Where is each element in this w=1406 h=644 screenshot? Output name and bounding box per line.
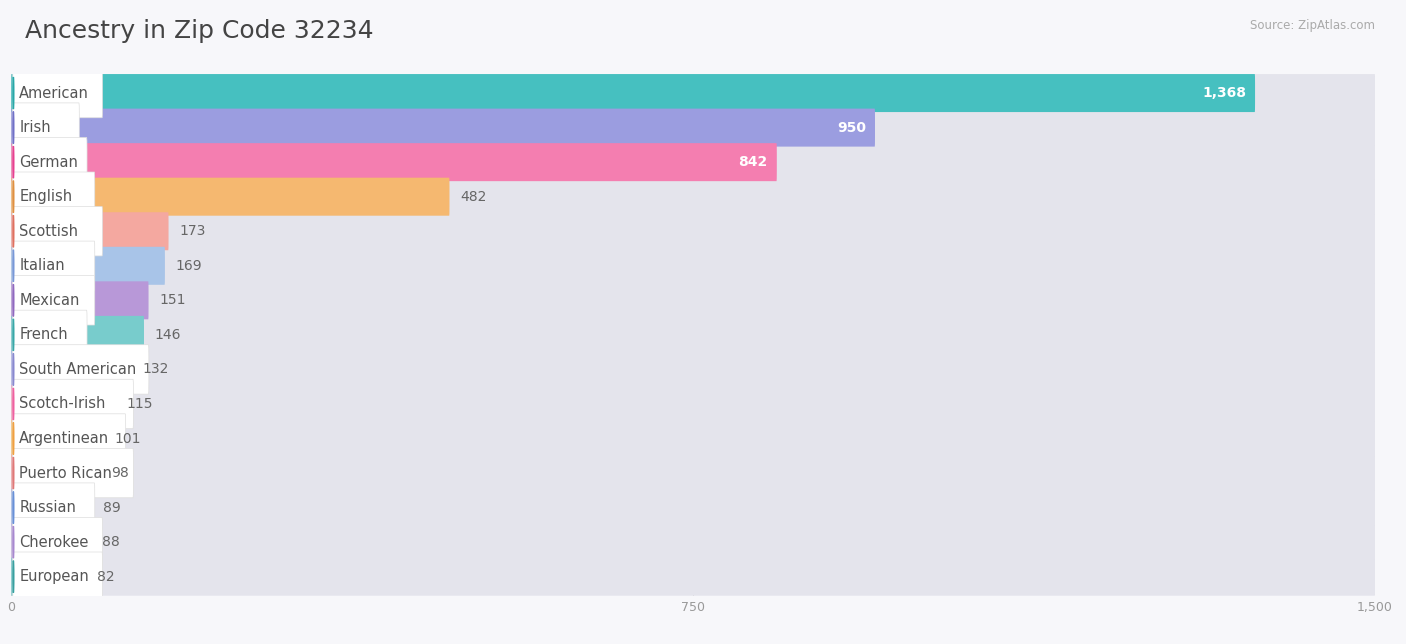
FancyBboxPatch shape bbox=[11, 489, 1375, 527]
Text: English: English bbox=[20, 189, 72, 204]
FancyBboxPatch shape bbox=[11, 213, 1375, 251]
FancyBboxPatch shape bbox=[11, 419, 1375, 457]
Text: American: American bbox=[20, 86, 89, 100]
FancyBboxPatch shape bbox=[13, 483, 94, 533]
FancyBboxPatch shape bbox=[11, 454, 100, 492]
Text: Scottish: Scottish bbox=[20, 223, 79, 239]
Text: 169: 169 bbox=[176, 259, 202, 273]
Text: Italian: Italian bbox=[20, 258, 65, 273]
FancyBboxPatch shape bbox=[11, 489, 93, 527]
Text: Source: ZipAtlas.com: Source: ZipAtlas.com bbox=[1250, 19, 1375, 32]
FancyBboxPatch shape bbox=[11, 247, 165, 285]
Text: 88: 88 bbox=[103, 535, 120, 549]
FancyBboxPatch shape bbox=[13, 241, 94, 290]
FancyBboxPatch shape bbox=[11, 350, 131, 388]
Text: Argentinean: Argentinean bbox=[20, 431, 110, 446]
FancyBboxPatch shape bbox=[13, 172, 94, 222]
Text: 1,368: 1,368 bbox=[1202, 86, 1246, 100]
FancyBboxPatch shape bbox=[13, 518, 103, 567]
FancyBboxPatch shape bbox=[13, 207, 103, 256]
Text: Mexican: Mexican bbox=[20, 293, 80, 308]
FancyBboxPatch shape bbox=[11, 178, 1375, 216]
FancyBboxPatch shape bbox=[11, 213, 169, 251]
Text: German: German bbox=[20, 155, 79, 169]
Bar bbox=[11, 214, 1375, 249]
FancyBboxPatch shape bbox=[11, 316, 1375, 354]
FancyBboxPatch shape bbox=[11, 143, 776, 181]
FancyBboxPatch shape bbox=[11, 454, 1375, 492]
FancyBboxPatch shape bbox=[13, 68, 103, 118]
FancyBboxPatch shape bbox=[13, 276, 94, 325]
Text: 115: 115 bbox=[127, 397, 153, 411]
FancyBboxPatch shape bbox=[13, 345, 149, 394]
FancyBboxPatch shape bbox=[13, 103, 79, 153]
FancyBboxPatch shape bbox=[11, 109, 1375, 147]
Text: 842: 842 bbox=[738, 155, 768, 169]
FancyBboxPatch shape bbox=[11, 350, 1375, 388]
FancyBboxPatch shape bbox=[11, 385, 1375, 423]
Text: Irish: Irish bbox=[20, 120, 51, 135]
FancyBboxPatch shape bbox=[11, 558, 1375, 596]
Bar bbox=[11, 76, 1375, 110]
FancyBboxPatch shape bbox=[11, 558, 86, 596]
Text: 151: 151 bbox=[159, 293, 186, 307]
Bar bbox=[11, 560, 1375, 594]
Bar bbox=[11, 110, 1375, 145]
Text: French: French bbox=[20, 327, 67, 343]
FancyBboxPatch shape bbox=[13, 448, 134, 498]
Bar bbox=[11, 525, 1375, 560]
Bar bbox=[11, 456, 1375, 490]
FancyBboxPatch shape bbox=[11, 281, 1375, 319]
Text: Russian: Russian bbox=[20, 500, 76, 515]
Text: South American: South American bbox=[20, 362, 136, 377]
FancyBboxPatch shape bbox=[11, 419, 103, 457]
Bar bbox=[11, 317, 1375, 352]
FancyBboxPatch shape bbox=[11, 143, 1375, 181]
FancyBboxPatch shape bbox=[11, 247, 1375, 285]
FancyBboxPatch shape bbox=[11, 316, 143, 354]
Text: 101: 101 bbox=[114, 431, 141, 446]
Bar bbox=[11, 386, 1375, 421]
Text: Puerto Rican: Puerto Rican bbox=[20, 466, 112, 480]
Bar bbox=[11, 180, 1375, 214]
Text: Ancestry in Zip Code 32234: Ancestry in Zip Code 32234 bbox=[25, 19, 374, 43]
FancyBboxPatch shape bbox=[11, 74, 1256, 112]
Text: 146: 146 bbox=[155, 328, 181, 342]
Bar bbox=[11, 421, 1375, 456]
FancyBboxPatch shape bbox=[11, 178, 450, 216]
Text: Scotch-Irish: Scotch-Irish bbox=[20, 397, 105, 412]
Text: 950: 950 bbox=[837, 120, 866, 135]
FancyBboxPatch shape bbox=[13, 379, 134, 429]
Text: European: European bbox=[20, 569, 89, 584]
FancyBboxPatch shape bbox=[13, 414, 125, 463]
Text: Cherokee: Cherokee bbox=[20, 535, 89, 550]
Text: 132: 132 bbox=[142, 363, 169, 377]
FancyBboxPatch shape bbox=[13, 137, 87, 187]
Text: 82: 82 bbox=[97, 570, 114, 583]
Text: 173: 173 bbox=[180, 224, 205, 238]
FancyBboxPatch shape bbox=[11, 281, 149, 319]
FancyBboxPatch shape bbox=[11, 523, 91, 561]
FancyBboxPatch shape bbox=[11, 523, 1375, 561]
Text: 482: 482 bbox=[460, 190, 486, 204]
Text: 98: 98 bbox=[111, 466, 129, 480]
FancyBboxPatch shape bbox=[13, 552, 103, 601]
Bar bbox=[11, 249, 1375, 283]
Text: 89: 89 bbox=[103, 500, 121, 515]
Bar bbox=[11, 145, 1375, 180]
Bar bbox=[11, 490, 1375, 525]
FancyBboxPatch shape bbox=[13, 310, 87, 359]
Bar bbox=[11, 352, 1375, 386]
Bar bbox=[11, 283, 1375, 317]
FancyBboxPatch shape bbox=[11, 385, 115, 423]
FancyBboxPatch shape bbox=[11, 74, 1375, 112]
FancyBboxPatch shape bbox=[11, 109, 875, 147]
